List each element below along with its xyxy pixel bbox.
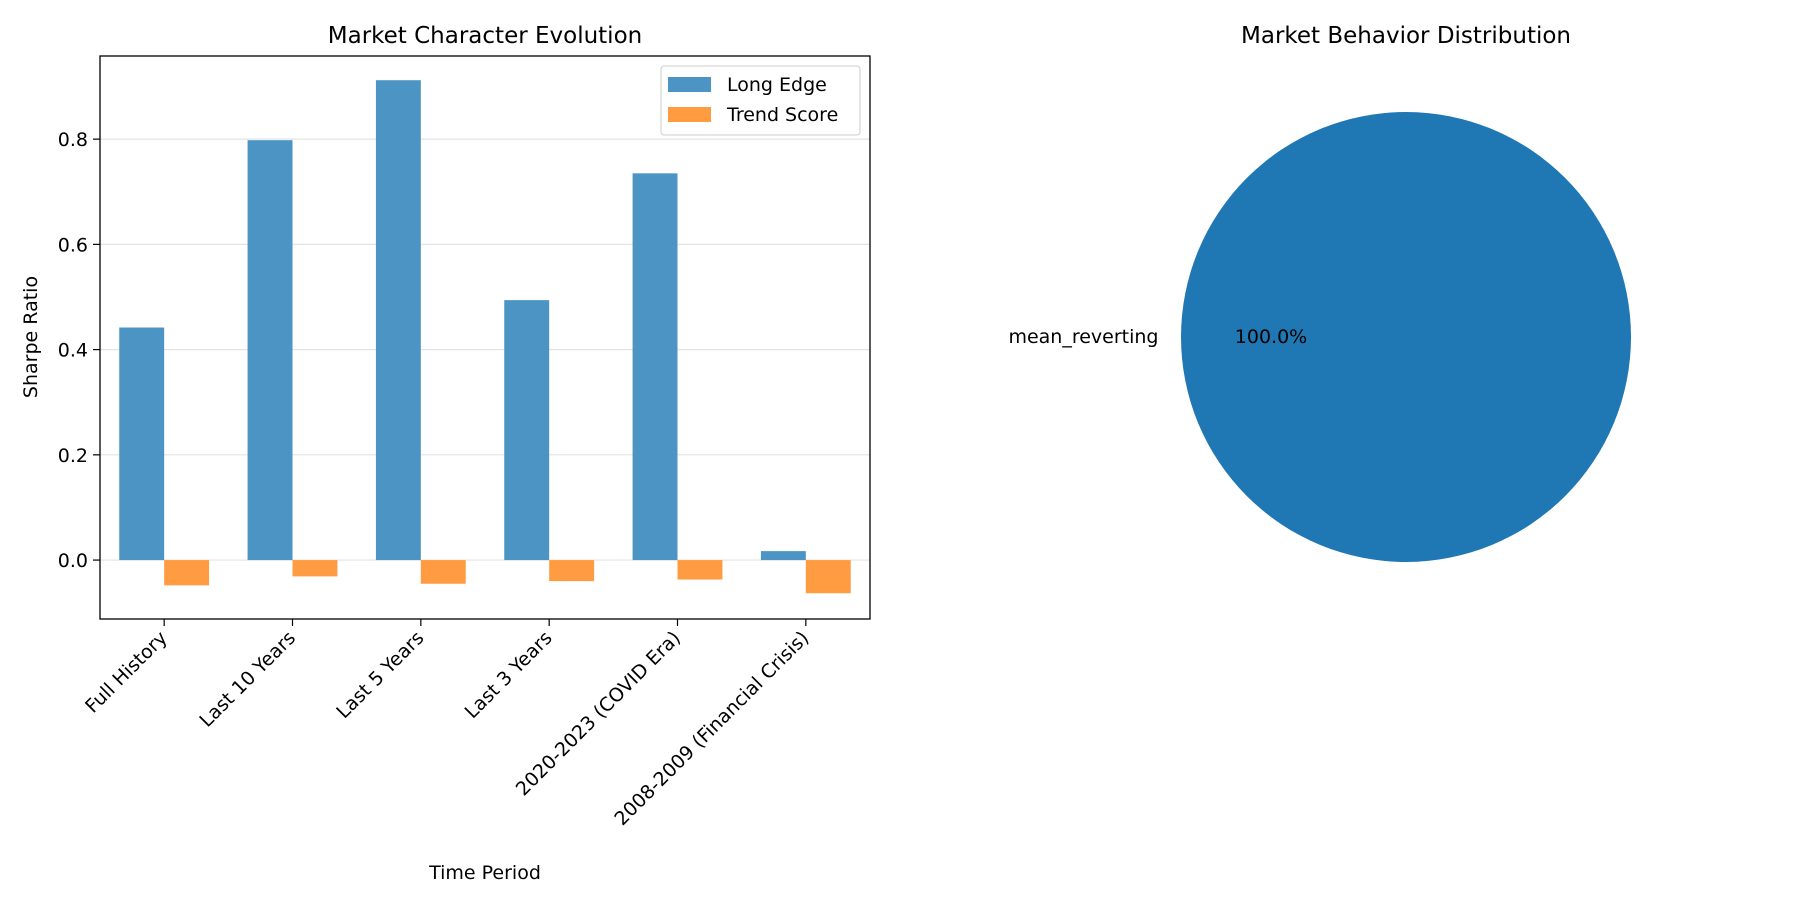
legend: Long Edge Trend Score [660, 65, 861, 136]
y-tick-label: 0.8 [58, 129, 88, 151]
legend-swatch [668, 77, 711, 92]
pie-slice [1181, 112, 1631, 562]
trend-score-bar [677, 560, 723, 580]
trend-score-bar [549, 560, 595, 582]
y-tick-label: 0.6 [58, 234, 88, 256]
long-edge-bar [119, 327, 165, 561]
pie-chart-panel: Market Behavior Distribution mean_revert… [1008, 23, 1631, 562]
long-edge-bar [375, 80, 421, 561]
legend-label: Long Edge [727, 74, 827, 96]
trend-score-bar [420, 560, 466, 584]
trend-score-bar [292, 560, 338, 577]
y-tick-label: 0.4 [58, 340, 88, 362]
bar-chart-title: Market Character Evolution [328, 23, 642, 49]
bar-chart-panel: Market Character Evolution 0.00.20.40.60… [20, 23, 871, 884]
y-tick-label: 0.0 [58, 550, 88, 572]
bar-marks [119, 80, 851, 594]
long-edge-bar [504, 300, 550, 561]
pie-slice-label: mean_reverting [1008, 326, 1158, 348]
y-axis-label: Sharpe Ratio [20, 276, 42, 398]
y-axis: 0.0 0.2 0.4 0.6 0.8 [58, 129, 100, 572]
long-edge-bar [247, 140, 293, 561]
y-gridlines [100, 138, 870, 561]
y-tick-label: 0.2 [58, 445, 88, 467]
trend-score-bar [805, 560, 851, 594]
pie-chart-title: Market Behavior Distribution [1241, 23, 1571, 49]
long-edge-bar [632, 173, 678, 561]
legend-swatch [668, 107, 711, 122]
pie-pct-label: 100.0% [1235, 326, 1307, 348]
pie-marks: mean_reverting 100.0% [1008, 112, 1631, 562]
x-axis-label: Time Period [428, 862, 541, 884]
trend-score-bar [164, 560, 210, 586]
legend-label: Trend Score [726, 104, 838, 126]
long-edge-bar [760, 551, 806, 561]
bar-plot-frame [99, 55, 871, 620]
